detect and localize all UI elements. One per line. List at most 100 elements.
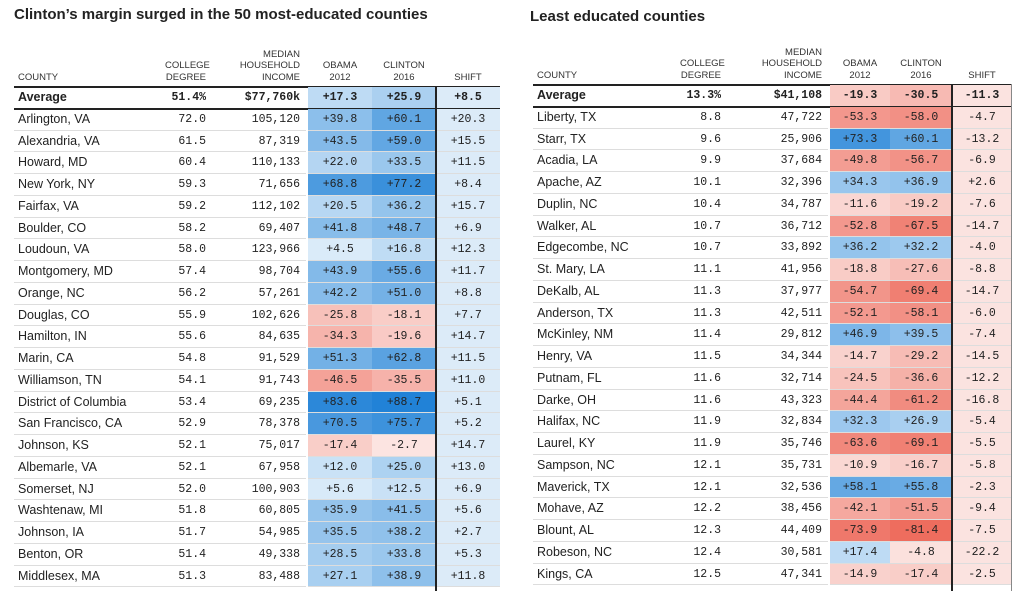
table-cell: +11.7 — [436, 261, 500, 283]
table-cell: 69,235 — [212, 392, 306, 414]
table-cell: 38,456 — [727, 498, 828, 520]
county-name: Anderson, TX — [533, 303, 680, 325]
county-name: Fairfax, VA — [14, 196, 165, 218]
county-name: Apache, AZ — [533, 172, 680, 194]
table-cell: +25.0 — [372, 456, 436, 479]
county-name: Hamilton, IN — [14, 326, 165, 348]
header-line: DEGREE — [680, 69, 721, 81]
table-cell: -69.4 — [890, 280, 952, 303]
table-cell: 75,017 — [212, 435, 306, 457]
county-name: Henry, VA — [533, 346, 680, 368]
county-name: Edgecombe, NC — [533, 237, 680, 259]
table-cell: 32,536 — [727, 477, 828, 499]
table-cell: -5.5 — [952, 433, 1012, 455]
table-cell: +14.7 — [436, 326, 500, 348]
header-line: MEDIAN — [785, 46, 822, 58]
header-line: DEGREE — [165, 71, 206, 83]
table-cell: -35.5 — [372, 369, 436, 392]
table-cell: +58.1 — [830, 476, 890, 499]
table-cell: 58.2 — [165, 218, 212, 240]
table-cell: 42,511 — [727, 303, 828, 325]
header-line: INCOME — [784, 69, 822, 81]
table-cell: +11.5 — [436, 348, 500, 370]
county-name: Howard, MD — [14, 152, 165, 174]
table-cell: -53.3 — [830, 106, 890, 129]
table-cell: -14.9 — [830, 563, 890, 586]
table-cell: +42.2 — [308, 282, 372, 305]
table-cell: 10.1 — [680, 172, 727, 194]
table-cell: +32.2 — [890, 237, 952, 259]
county-name: DeKalb, AL — [533, 281, 680, 303]
county-name: Maverick, TX — [533, 477, 680, 499]
table-cell: +6.9 — [436, 478, 500, 501]
county-name: Somerset, NJ — [14, 479, 165, 501]
table-cell: +15.5 — [436, 130, 500, 153]
table-cell: +41.5 — [372, 500, 436, 522]
county-name: Robeson, NC — [533, 542, 680, 564]
table-cell: -11.6 — [830, 193, 890, 216]
table-cell: 54,985 — [212, 522, 306, 544]
county-name: Middlesex, MA — [14, 566, 165, 588]
table-cell: +5.1 — [436, 391, 500, 414]
table-cell: +17.4 — [830, 541, 890, 564]
table-cell: -2.3 — [952, 476, 1012, 499]
table-cell: -67.5 — [890, 215, 952, 238]
table-cell: +5.6 — [436, 500, 500, 522]
table-cell: 11.6 — [680, 368, 727, 390]
header-rule — [533, 84, 1012, 86]
column-divider — [951, 84, 953, 591]
table-cell: +68.8 — [308, 174, 372, 196]
header-line: SHIFT — [454, 71, 482, 83]
table-cell: -18.8 — [830, 259, 890, 281]
county-name: Douglas, CO — [14, 305, 165, 327]
county-name: Loudoun, VA — [14, 239, 165, 261]
table-cell: +8.4 — [436, 174, 500, 196]
table-cell: 52.1 — [165, 457, 212, 479]
table-cell: +35.5 — [308, 522, 372, 544]
table-cell: -54.7 — [830, 280, 890, 303]
table-cell: 71,656 — [212, 174, 306, 196]
county-name: Putnam, FL — [533, 368, 680, 390]
table-cell: -52.1 — [830, 302, 890, 325]
table-cell: 61.5 — [165, 131, 212, 153]
county-name: New York, NY — [14, 174, 165, 196]
column-divider — [435, 86, 437, 591]
county-name: Orange, NC — [14, 283, 165, 305]
table-cell: +32.3 — [830, 411, 890, 433]
table-cell: 34,344 — [727, 346, 828, 368]
table-cell: -34.3 — [308, 326, 372, 348]
table-cell: -46.5 — [308, 369, 372, 392]
table-cell: -18.1 — [372, 304, 436, 327]
header-line: CLINTON — [900, 58, 942, 69]
table-cell: 10.4 — [680, 194, 727, 216]
table-cell: +77.2 — [372, 174, 436, 196]
table-cell: 29,812 — [727, 324, 828, 346]
table-cell: +16.8 — [372, 239, 436, 261]
table-cell: +39.8 — [308, 108, 372, 131]
column-header: MEDIAN HOUSEHOLD INCOME — [212, 49, 306, 84]
table-cell: 8.8 — [680, 107, 727, 129]
table-cell: +33.5 — [372, 152, 436, 174]
table-cell: -5.4 — [952, 411, 1012, 433]
table-cell: 91,743 — [212, 370, 306, 392]
table-cell: -19.6 — [372, 326, 436, 348]
table-cell: +7.7 — [436, 304, 500, 327]
table-cell: -14.7 — [830, 346, 890, 368]
county-name: Arlington, VA — [14, 109, 165, 131]
table-cell: -44.4 — [830, 389, 890, 412]
county-name: Johnson, KS — [14, 435, 165, 457]
county-name: District of Columbia — [14, 392, 165, 414]
county-name: Benton, OR — [14, 544, 165, 566]
header-line: HOUSEHOLD — [239, 60, 300, 71]
table-cell: -16.8 — [952, 389, 1012, 412]
table-cell: +46.9 — [830, 324, 890, 346]
table-cell: 12.2 — [680, 498, 727, 520]
table-cell: +5.3 — [436, 543, 500, 566]
table-cell: 10.7 — [680, 216, 727, 238]
table-cell: +38.9 — [372, 565, 436, 588]
county-name: Montgomery, MD — [14, 261, 165, 283]
table-cell: -81.4 — [890, 520, 952, 542]
table-cell: -73.9 — [830, 520, 890, 542]
table-cell: -14.7 — [952, 280, 1012, 303]
table-cell: +22.0 — [308, 152, 372, 174]
